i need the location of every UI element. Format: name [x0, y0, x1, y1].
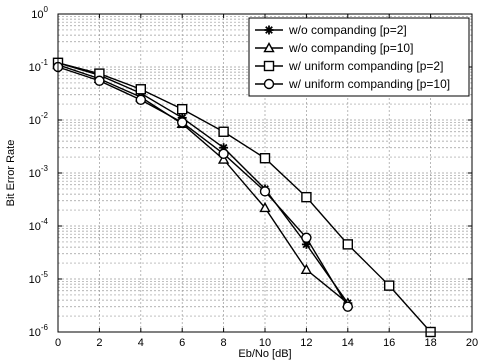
legend-box [248, 17, 470, 97]
legend: w/o companding [p=2] w/o companding [p=10… [248, 17, 470, 97]
x-tick-label: 6 [179, 337, 185, 349]
data-point [259, 153, 271, 164]
data-point [342, 301, 353, 312]
legend-item: w/o companding [p=10] [255, 41, 413, 55]
series-line [57, 62, 432, 333]
x-tick-label: 12 [300, 337, 312, 349]
data-point [94, 75, 105, 86]
plot-frame [57, 13, 473, 333]
data-point [342, 239, 353, 250]
y-axis-label: Bit Error Rate [5, 140, 17, 207]
series-line [57, 62, 349, 304]
x-tick-label: 4 [138, 337, 144, 349]
legend-item: w/ uniform companding [p=2] [255, 59, 443, 73]
data-point [300, 263, 313, 274]
data-point [301, 191, 312, 203]
legend-label: w/ uniform companding [p=10] [288, 77, 450, 91]
x-tick-label: 14 [342, 337, 354, 349]
x-tick-label: 10 [259, 337, 271, 349]
legend-item: w/ uniform companding [p=10] [255, 77, 450, 91]
x-tick-label: 0 [55, 337, 61, 349]
x-tick-label: 8 [221, 337, 227, 349]
data-point [176, 103, 188, 115]
legend-item: w/o companding [p=2] [255, 23, 407, 37]
data-point [135, 84, 147, 95]
data-point [176, 117, 188, 128]
data-point [218, 148, 229, 160]
x-tick-label: 20 [466, 337, 478, 349]
x-tick-label: 2 [96, 337, 102, 349]
legend-marker-circle [263, 78, 275, 90]
x-axis-label: Eb/No [dB] [238, 348, 291, 360]
data-point [384, 280, 395, 291]
legend-label: w/o companding [p=10] [288, 41, 413, 55]
series-group [52, 57, 436, 338]
series-line [57, 64, 349, 304]
legend-label: w/ uniform companding [p=2] [288, 59, 443, 73]
x-tick-label: 18 [424, 337, 436, 349]
series-line [57, 66, 349, 308]
series-3 [52, 57, 436, 338]
legend-marker-square [263, 60, 275, 72]
data-point [218, 126, 229, 137]
x-tick-label: 16 [383, 337, 395, 349]
legend-label: w/o companding [p=2] [288, 23, 407, 37]
legend-marker-triangle [263, 42, 275, 53]
data-point [135, 94, 147, 106]
data-point [259, 186, 271, 197]
data-point [301, 232, 312, 243]
legend-marker-asterisk [264, 25, 274, 35]
data-point [259, 201, 271, 213]
